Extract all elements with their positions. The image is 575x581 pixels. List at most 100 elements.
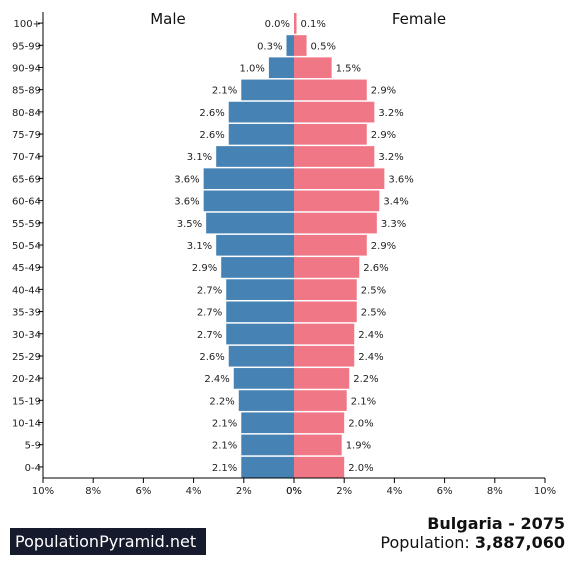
age-group-label: 90-94: [12, 63, 41, 74]
female-bar-100+: [294, 13, 297, 34]
male-bar-75-79: [228, 123, 294, 145]
female-bar-80-84: [294, 101, 375, 123]
age-group-label: 20-24: [12, 374, 41, 385]
population-label: Population:: [380, 533, 470, 552]
male-bar-70-74: [216, 146, 294, 167]
female-bar-40-44: [294, 279, 357, 300]
female-bar-35-39: [294, 301, 357, 323]
female-bar-20-24: [294, 368, 350, 389]
female-value-label: 2.5%: [361, 285, 386, 296]
female-value-label: 3.3%: [381, 219, 406, 230]
male-value-label: 2.7%: [197, 285, 222, 296]
male-value-label: 0.3%: [257, 41, 282, 52]
x-tick-label: 2%: [236, 486, 252, 497]
male-bar-65-69: [203, 168, 294, 190]
female-bar-55-59: [294, 212, 377, 234]
male-bar-95-99: [286, 35, 294, 56]
female-bar-15-19: [294, 390, 347, 411]
male-bar-90-94: [268, 57, 294, 79]
female-value-label: 2.9%: [371, 241, 396, 252]
female-value-label: 2.9%: [371, 86, 396, 97]
age-group-label: 100+: [14, 19, 41, 30]
female-value-label: 2.2%: [353, 374, 378, 385]
female-value-label: 2.4%: [358, 352, 383, 363]
male-bar-60-64: [203, 190, 294, 212]
male-value-label: 0.0%: [265, 19, 290, 30]
age-group-label: 30-34: [12, 330, 41, 341]
male-bar-15-19: [238, 390, 294, 411]
country-year-title: Bulgaria - 2075: [427, 514, 565, 533]
male-value-label: 2.7%: [197, 308, 222, 319]
male-bar-30-34: [226, 323, 294, 345]
male-bar-80-84: [228, 101, 294, 123]
female-bar-30-34: [294, 323, 355, 345]
age-group-label: 80-84: [12, 108, 41, 119]
female-bar-0-4: [294, 456, 345, 478]
age-group-label: 40-44: [12, 285, 41, 296]
male-value-label: 2.1%: [212, 86, 237, 97]
x-tick-label: 6%: [135, 486, 151, 497]
female-value-label: 2.5%: [361, 308, 386, 319]
female-bar-65-69: [294, 168, 385, 190]
female-value-label: 3.6%: [388, 174, 413, 185]
age-group-label: 65-69: [12, 174, 41, 185]
age-group-label: 25-29: [12, 352, 41, 363]
x-tick-label: 10%: [32, 486, 54, 497]
male-value-label: 2.6%: [199, 352, 224, 363]
female-value-label: 0.5%: [311, 41, 336, 52]
male-value-label: 3.6%: [174, 197, 199, 208]
female-bar-60-64: [294, 190, 380, 212]
female-bar-90-94: [294, 57, 332, 79]
female-value-label: 2.1%: [351, 396, 376, 407]
male-bar-40-44: [226, 279, 294, 300]
female-bar-75-79: [294, 123, 367, 145]
male-bar-45-49: [221, 257, 294, 278]
female-bar-45-49: [294, 257, 360, 278]
female-bar-70-74: [294, 146, 375, 167]
age-group-label: 75-79: [12, 130, 41, 141]
male-value-label: 2.7%: [197, 330, 222, 341]
male-value-label: 2.1%: [212, 419, 237, 430]
male-value-label: 3.1%: [187, 152, 212, 163]
male-bar-10-14: [241, 412, 294, 434]
female-value-label: 1.5%: [336, 63, 361, 74]
female-value-label: 1.9%: [346, 441, 371, 452]
female-value-label: 3.2%: [378, 108, 403, 119]
male-value-label: 3.6%: [174, 174, 199, 185]
age-group-label: 15-19: [12, 396, 41, 407]
male-value-label: 3.5%: [177, 219, 202, 230]
male-value-label: 3.1%: [187, 241, 212, 252]
x-tick-label: 0%: [286, 486, 302, 497]
male-value-label: 2.6%: [199, 108, 224, 119]
age-group-label: 45-49: [12, 263, 41, 274]
brand-logo[interactable]: PopulationPyramid.net: [10, 528, 206, 555]
female-bar-85-89: [294, 79, 367, 101]
male-bar-50-54: [216, 234, 294, 256]
x-tick-label: 4%: [386, 486, 402, 497]
male-bar-20-24: [233, 368, 294, 389]
male-value-label: 2.4%: [204, 374, 229, 385]
age-group-label: 55-59: [12, 219, 41, 230]
population-total: Population: 3,887,060: [380, 533, 565, 552]
male-value-label: 2.9%: [192, 263, 217, 274]
female-value-label: 2.4%: [358, 330, 383, 341]
age-group-label: 10-14: [12, 419, 41, 430]
female-bar-95-99: [294, 35, 307, 56]
age-group-label: 70-74: [12, 152, 41, 163]
male-value-label: 2.2%: [209, 396, 234, 407]
age-group-label: 5-9: [25, 441, 41, 452]
population-value: 3,887,060: [474, 533, 565, 552]
male-value-label: 1.0%: [239, 63, 264, 74]
female-bar-5-9: [294, 434, 342, 456]
female-title: Female: [392, 10, 446, 28]
female-value-label: 2.0%: [348, 463, 373, 474]
age-group-label: 50-54: [12, 241, 41, 252]
age-group-label: 95-99: [12, 41, 41, 52]
female-bar-10-14: [294, 412, 345, 434]
male-bar-0-4: [241, 456, 294, 478]
male-value-label: 2.1%: [212, 441, 237, 452]
male-bar-35-39: [226, 301, 294, 323]
x-tick-label: 8%: [487, 486, 503, 497]
x-tick-label: 6%: [437, 486, 453, 497]
age-group-label: 35-39: [12, 308, 41, 319]
